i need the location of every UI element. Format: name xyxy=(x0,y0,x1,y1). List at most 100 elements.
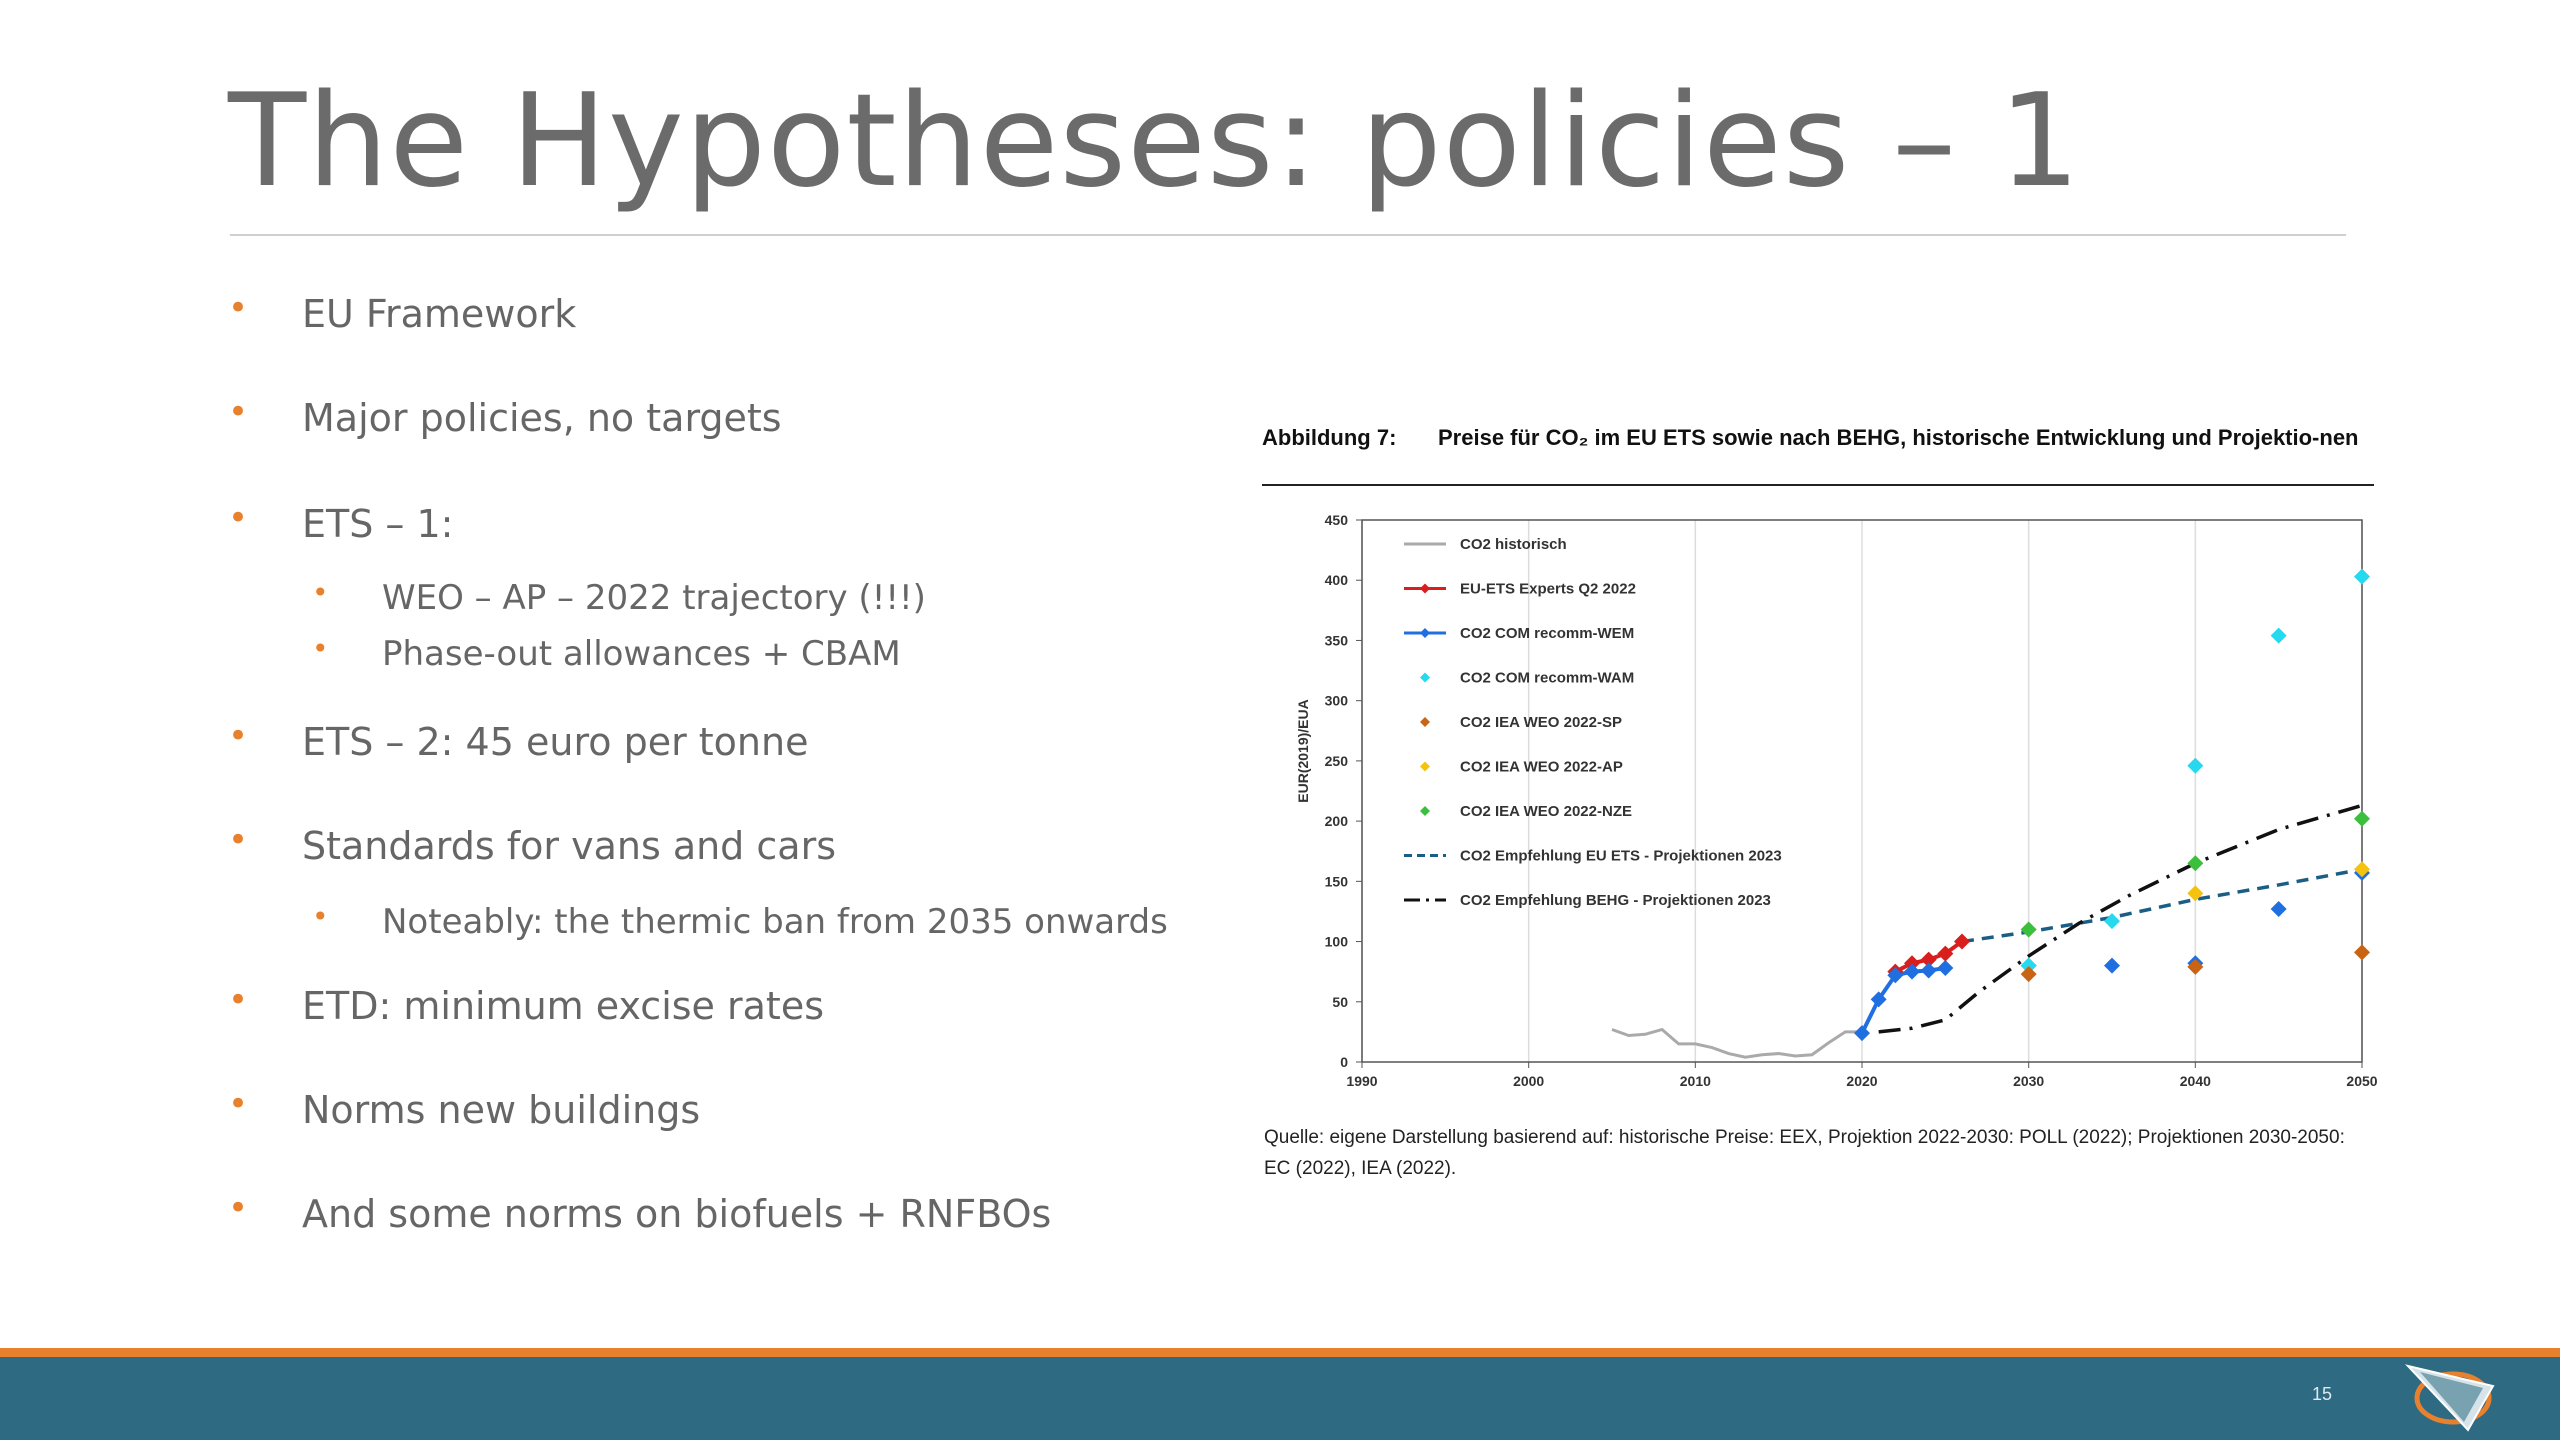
data-point xyxy=(1854,1025,1870,1042)
data-point xyxy=(2020,966,2037,983)
x-tick-label: 2040 xyxy=(2180,1073,2211,1089)
bullet-text: Noteably: the thermic ban from 2035 onwa… xyxy=(382,902,1168,942)
bullet-item: • ETS – 2: 45 euro per tonne xyxy=(228,716,808,764)
data-point xyxy=(1954,933,1970,950)
bullet-item: • WEO – AP – 2022 trajectory (!!!) xyxy=(312,576,926,618)
y-axis-label: EUR(2019)/EUA xyxy=(1295,699,1311,802)
bullet-marker: • xyxy=(228,1084,249,1124)
data-point xyxy=(1920,951,1937,968)
data-point xyxy=(1420,672,1430,683)
bullet-item: • Standards for vans and cars xyxy=(228,820,836,868)
data-point xyxy=(2187,958,2204,975)
series-line xyxy=(1878,803,2363,1034)
data-point xyxy=(2354,810,2370,827)
y-tick-label: 200 xyxy=(1325,813,1349,829)
data-point xyxy=(1420,583,1430,594)
data-point xyxy=(1887,967,1904,984)
y-tick-label: 400 xyxy=(1325,572,1349,588)
figure-source: Quelle: eigene Darstellung basierend auf… xyxy=(1264,1127,2345,1179)
legend-label: CO2 COM recomm-WAM xyxy=(1460,670,1634,687)
bullet-text: And some norms on biofuels + RNFBOs xyxy=(302,1192,1052,1236)
series-line xyxy=(1611,1027,1862,1059)
data-point xyxy=(1420,717,1430,727)
figure-divider xyxy=(1262,484,2374,486)
bullet-text: ETS – 1: xyxy=(302,502,454,546)
data-point xyxy=(2270,627,2287,644)
bullet-item: • Major policies, no targets xyxy=(228,392,782,440)
slide-title: The Hypotheses: policies – 1 xyxy=(228,67,2082,216)
x-tick-label: 2000 xyxy=(1513,1073,1544,1089)
bullet-marker: • xyxy=(228,820,249,860)
data-point xyxy=(1870,991,1887,1008)
y-tick-label: 450 xyxy=(1325,512,1349,528)
bullet-item: • And some norms on biofuels + RNFBOs xyxy=(228,1188,1052,1236)
bullet-text: Major policies, no targets xyxy=(302,396,782,440)
bullet-item: • Phase-out allowances + CBAM xyxy=(312,632,901,674)
data-point xyxy=(2354,861,2370,878)
legend-label: CO2 IEA WEO 2022-AP xyxy=(1460,759,1623,776)
x-tick-label: 2020 xyxy=(1846,1073,1877,1089)
bullet-marker: • xyxy=(228,392,249,432)
data-point xyxy=(2104,913,2120,930)
legend-label: CO2 Empfehlung BEHG - Projektionen 2023 xyxy=(1460,892,1771,909)
legend-label: CO2 IEA WEO 2022-SP xyxy=(1460,714,1622,731)
figure-label: Abbildung 7: xyxy=(1262,425,1397,450)
bullet-marker: • xyxy=(228,498,249,538)
figure-caption-text: Preise für CO₂ im EU ETS sowie nach BEHG… xyxy=(1438,425,2359,450)
bullet-item: • Norms new buildings xyxy=(228,1084,701,1132)
y-tick-label: 100 xyxy=(1325,934,1349,950)
bullet-text: Phase-out allowances + CBAM xyxy=(382,634,901,674)
y-tick-label: 300 xyxy=(1325,693,1349,709)
bullet-marker: • xyxy=(228,288,249,328)
bullet-item: • Noteably: the thermic ban from 2035 onw… xyxy=(312,900,1168,942)
x-tick-label: 1990 xyxy=(1346,1073,1377,1089)
data-point xyxy=(1937,945,1954,962)
data-point xyxy=(2187,757,2204,774)
legend-label: CO2 historisch xyxy=(1460,536,1567,553)
x-tick-label: 2010 xyxy=(1680,1073,1711,1089)
data-point xyxy=(1904,963,1920,980)
legend-label: CO2 COM recomm-WEM xyxy=(1460,625,1634,642)
data-point xyxy=(2020,957,2037,974)
bullet-marker: • xyxy=(228,1188,249,1228)
footer-accent-stripe xyxy=(0,1348,2560,1357)
legend-label: EU-ETS Experts Q2 2022 xyxy=(1460,581,1636,598)
page-number: 15 xyxy=(2312,1384,2333,1404)
data-point xyxy=(2020,921,2037,938)
data-point xyxy=(1904,955,1920,972)
bullet-marker: • xyxy=(312,576,329,609)
title-divider xyxy=(230,234,2346,236)
co2-price-chart: 1990 2000 2010 2020 2030 2040 2050 0 50 100 150 200… xyxy=(1295,512,2378,1089)
bullet-marker: • xyxy=(228,716,249,756)
x-tick-label: 2030 xyxy=(2013,1073,2044,1089)
data-point xyxy=(1420,806,1430,816)
data-point xyxy=(1420,761,1430,772)
legend-label: CO2 IEA WEO 2022-NZE xyxy=(1460,803,1632,820)
bullet-item: • EU Framework xyxy=(228,288,577,336)
y-tick-label: 250 xyxy=(1325,753,1349,769)
bullet-marker: • xyxy=(312,900,329,933)
bullet-text: EU Framework xyxy=(302,292,577,336)
data-point xyxy=(2187,885,2204,902)
y-tick-label: 0 xyxy=(1340,1054,1348,1070)
y-tick-label: 50 xyxy=(1332,994,1348,1010)
data-point xyxy=(2354,568,2370,585)
data-point xyxy=(2104,957,2120,974)
bullet-item: • ETD: minimum excise rates xyxy=(228,980,824,1028)
data-point xyxy=(1420,628,1430,638)
legend-label: CO2 Empfehlung EU ETS - Projektionen 202… xyxy=(1460,848,1782,865)
data-point xyxy=(2270,901,2287,918)
bullet-item: • ETS – 1: xyxy=(228,498,454,546)
data-point xyxy=(1937,960,1954,977)
bullet-text: Standards for vans and cars xyxy=(302,824,836,868)
bullet-marker: • xyxy=(228,980,249,1020)
y-tick-label: 150 xyxy=(1325,873,1349,889)
data-point xyxy=(2187,855,2204,872)
bullet-text: WEO – AP – 2022 trajectory (!!!) xyxy=(382,578,926,618)
data-point xyxy=(1920,962,1937,979)
footer-bar xyxy=(0,1357,2560,1440)
company-logo-icon xyxy=(2405,1364,2495,1432)
x-tick-label: 2050 xyxy=(2346,1073,2377,1089)
bullet-text: ETD: minimum excise rates xyxy=(302,984,824,1028)
bullet-text: Norms new buildings xyxy=(302,1088,701,1132)
